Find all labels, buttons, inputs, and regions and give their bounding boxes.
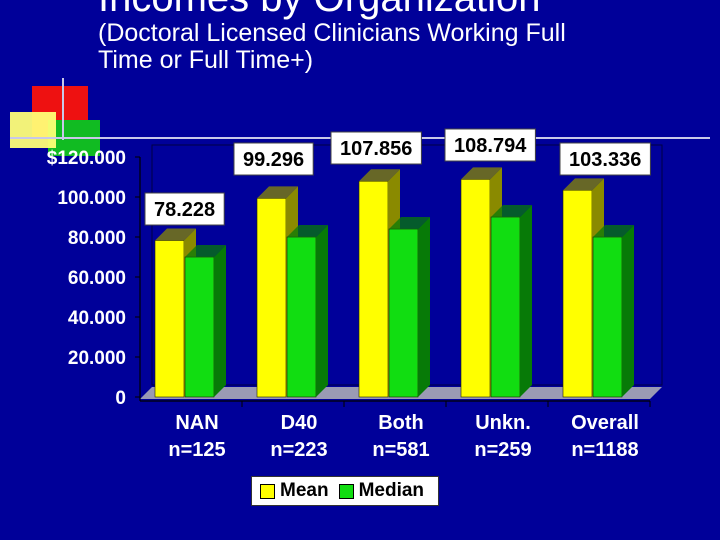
- data-label-value: 78.228: [154, 199, 215, 221]
- legend-label-median: Median: [358, 480, 425, 501]
- data-label-3: 108.794: [444, 128, 536, 162]
- legend-item-mean: Mean: [260, 480, 329, 502]
- bar-top: [563, 178, 604, 191]
- bar-front: [388, 228, 419, 398]
- y-tick-label: 60.000: [68, 268, 126, 289]
- category-sublabel: n=125: [168, 439, 225, 461]
- data-label-value: 108.794: [454, 135, 527, 157]
- data-label-1: 99.296: [233, 142, 314, 176]
- labels-layer: NAN n=125 D40 n=223 Both n=581 Unkn. n=259 Overa…: [144, 128, 651, 461]
- subtitle-line-1: (Doctoral Licensed Clinicians Working Fu…: [98, 19, 566, 47]
- chart-legend: Mean Median: [251, 476, 439, 506]
- slide-subtitle: (Doctoral Licensed Clinicians Working Fu…: [98, 20, 658, 74]
- bar-side: [214, 245, 226, 397]
- bar-front: [460, 179, 491, 398]
- bar-side: [316, 225, 328, 397]
- data-label-box: [559, 142, 651, 176]
- category-label: Unkn.: [475, 412, 531, 434]
- y-tick-label: 40.000: [68, 308, 126, 329]
- data-label-box: [444, 128, 536, 162]
- bar-top: [491, 205, 532, 217]
- category-label: Both: [378, 412, 424, 434]
- bar-front: [256, 198, 287, 398]
- data-label-box: [233, 142, 314, 176]
- legend-label-mean: Mean: [280, 480, 329, 501]
- bar-front: [592, 236, 623, 398]
- bar-front: [286, 236, 317, 398]
- bar-median-0: [184, 245, 226, 398]
- legend-swatch-median: [338, 483, 354, 499]
- data-label-value: 107.856: [340, 138, 412, 160]
- bar-median-1: [286, 225, 328, 398]
- bar-side: [520, 205, 532, 397]
- category-sublabel: n=223: [270, 439, 327, 461]
- y-tick-label: 0: [115, 388, 126, 409]
- bars-layer: [154, 167, 634, 398]
- data-label-2: 107.856: [330, 131, 422, 165]
- bar-top: [287, 225, 328, 237]
- y-tick-label: 80.000: [68, 228, 126, 249]
- bar-front: [490, 216, 521, 398]
- bar-median-2: [388, 217, 430, 398]
- bar-front: [358, 180, 389, 398]
- data-label-box: [144, 192, 225, 226]
- decor-vertical-line: [62, 78, 64, 140]
- bar-side: [622, 225, 634, 397]
- category-label: NAN: [175, 412, 218, 434]
- y-tick-label: 100.000: [57, 188, 126, 209]
- category-sublabel: n=581: [372, 439, 429, 461]
- bar-top: [257, 186, 298, 199]
- bar-top: [155, 228, 196, 241]
- slide-title: Incomes by Organization: [98, 0, 540, 18]
- bar-side: [418, 217, 430, 397]
- data-label-4: 103.336: [559, 142, 651, 176]
- category-label: Overall: [571, 412, 639, 434]
- decor-yellow-square: [10, 112, 56, 148]
- bar-front: [154, 240, 185, 398]
- bar-median-3: [490, 205, 532, 398]
- data-label-value: 99.296: [243, 149, 304, 171]
- category-label: D40: [281, 412, 318, 434]
- y-tick-label: 20.000: [68, 348, 126, 369]
- bar-median-4: [592, 225, 634, 398]
- data-label-value: 103.336: [569, 149, 641, 171]
- data-label-0: 78.228: [144, 192, 225, 226]
- bar-top: [461, 167, 502, 180]
- bar-front: [184, 256, 215, 398]
- bar-top: [185, 245, 226, 257]
- y-tick-label: $120.000: [47, 148, 126, 169]
- category-sublabel: n=259: [474, 439, 531, 461]
- bar-top: [389, 217, 430, 229]
- category-sublabel: n=1188: [571, 439, 638, 461]
- bar-top: [359, 169, 400, 182]
- legend-swatch-mean: [260, 483, 275, 499]
- subtitle-line-2: Time or Full Time+): [98, 46, 314, 74]
- legend-item-median: Median: [338, 480, 425, 502]
- bar-front: [562, 190, 593, 398]
- data-label-box: [330, 131, 422, 165]
- bar-top: [593, 225, 634, 237]
